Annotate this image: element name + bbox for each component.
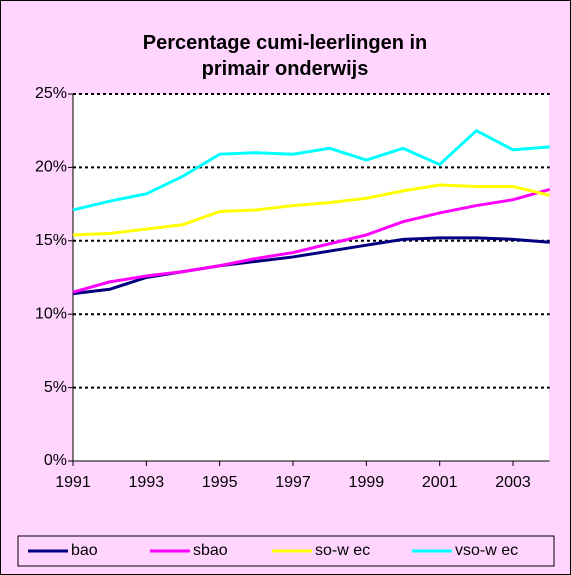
chart-title: Percentage cumi-leerlingen in primair on… [142,32,428,80]
series-line [72,128,550,212]
legend-label: bao [71,542,98,559]
x-tick-label: 1995 [202,474,238,491]
x-tick-label: 1991 [55,474,91,491]
y-tick-label: 25% [35,85,67,102]
series-line [72,187,551,294]
x-tick-label: 2003 [495,474,531,491]
x-tick-label: 1999 [349,474,385,491]
y-tick-label: 0% [44,452,67,469]
legend-label: so-w ec [315,542,370,559]
y-tick-label: 5% [44,379,67,396]
y-tick-label: 20% [35,159,67,176]
series-line [72,183,551,237]
y-tick-label: 15% [35,232,67,249]
legend-label: vso-w ec [455,542,518,559]
legend-label: sbao [193,542,228,559]
x-tick-label: 1997 [275,474,311,491]
y-tick-label: 10% [35,305,67,322]
x-tick-label: 1993 [129,474,165,491]
x-tick-label: 2001 [422,474,458,491]
